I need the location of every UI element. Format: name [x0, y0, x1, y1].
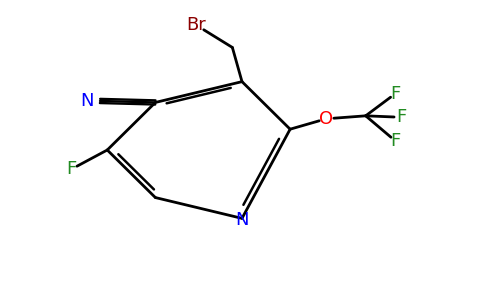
Text: O: O [319, 110, 333, 128]
Text: F: F [391, 85, 401, 103]
Text: F: F [391, 132, 401, 150]
Text: N: N [80, 92, 93, 110]
Text: Br: Br [186, 16, 206, 34]
Text: N: N [235, 211, 249, 229]
Text: F: F [397, 108, 407, 126]
Text: F: F [66, 160, 76, 178]
